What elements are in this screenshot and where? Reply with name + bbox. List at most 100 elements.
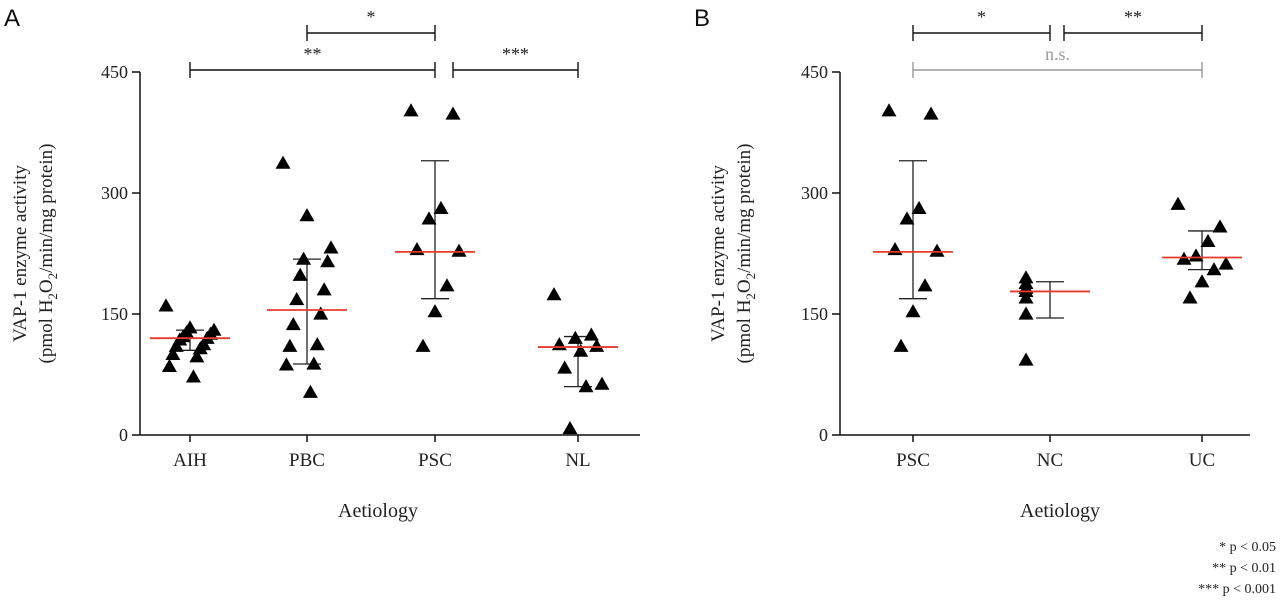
legend-entry: *** p < 0.001 <box>1198 582 1276 597</box>
y-tick-label: 300 <box>101 183 128 203</box>
data-point <box>275 155 291 169</box>
panel-b: B 0 150 300 450 PSC NC UC Aetiology VAP-1 enzyme … <box>694 5 1250 522</box>
x-tick-label: PBC <box>289 450 325 471</box>
panel-label: B <box>694 5 710 32</box>
data-point <box>313 306 329 320</box>
group-nl <box>538 287 618 435</box>
data-point <box>282 338 298 352</box>
significance-label: n.s. <box>1045 44 1070 64</box>
data-point <box>881 103 897 117</box>
significance-label: ** <box>304 44 322 64</box>
x-tick-label: UC <box>1189 450 1215 471</box>
data-point <box>1188 248 1204 262</box>
y-axis-label-part: (pmol H <box>36 299 57 363</box>
data-point <box>296 251 312 265</box>
data-point <box>573 343 589 357</box>
data-point <box>583 327 599 341</box>
panel-label: A <box>4 5 20 32</box>
p-value-legend: * p < 0.05 ** p < 0.01 *** p < 0.001 <box>1198 540 1276 597</box>
data-point <box>158 298 174 312</box>
group-uc <box>1162 196 1242 304</box>
data-point <box>427 304 443 318</box>
x-tick-label: PSC <box>896 450 930 471</box>
y-axis-label-line1: VAP-1 enzyme activity <box>708 165 729 342</box>
data-point <box>439 278 455 292</box>
data-point <box>433 200 449 214</box>
significance-bracket: * <box>306 7 436 41</box>
y-tick-label: 150 <box>101 304 128 324</box>
data-point <box>161 358 177 373</box>
data-point <box>323 240 339 254</box>
data-point <box>557 360 573 374</box>
data-point <box>185 369 201 383</box>
y-axis-label-subscript: 2 <box>743 273 758 280</box>
x-axis-label: Aetiology <box>1020 500 1100 522</box>
significance-bracket: *** <box>452 44 579 78</box>
data-point <box>302 384 318 398</box>
y-tick-label: 450 <box>801 62 828 82</box>
x-axis-label: Aetiology <box>338 500 418 522</box>
data-point <box>299 208 315 222</box>
y-axis-label-line1: VAP-1 enzyme activity <box>10 165 31 342</box>
group-psc <box>395 103 475 352</box>
data-point <box>409 241 425 256</box>
data-point <box>578 379 594 393</box>
y-axis-label-line2: (pmol H2O2/min/mg protein) <box>734 144 758 364</box>
data-point <box>285 316 301 331</box>
x-tick-label: PSC <box>418 450 452 471</box>
data-point <box>415 338 431 352</box>
y-axis-label-part: O <box>36 279 57 293</box>
data-point <box>309 337 325 351</box>
x-tick-label: AIH <box>173 450 207 471</box>
significance-bracket: ** <box>189 44 436 78</box>
data-point <box>893 338 909 352</box>
significance-bracket: * <box>912 7 1051 41</box>
y-axis-label-subscript: 2 <box>743 293 758 300</box>
data-point <box>929 243 945 257</box>
data-point <box>911 200 927 214</box>
significance-label: * <box>367 7 376 27</box>
data-point <box>567 330 583 344</box>
data-point <box>899 211 915 225</box>
data-point <box>923 106 939 120</box>
data-point <box>551 337 567 351</box>
data-point <box>403 103 419 117</box>
y-axis-label-line2: (pmol H2O2/min/mg protein) <box>36 144 60 364</box>
significance-label: ** <box>1124 7 1142 27</box>
y-axis-label-subscript: 2 <box>45 273 60 280</box>
data-point <box>289 291 305 306</box>
group-pbc <box>267 155 347 398</box>
y-axis-label-part: /min/mg protein) <box>734 144 755 273</box>
data-point <box>316 282 332 296</box>
y-tick-label: 0 <box>119 425 128 445</box>
significance-label: *** <box>502 44 529 64</box>
data-point <box>292 267 308 281</box>
panel-a: A 0 150 300 450 AIH PBC PSC NL Aetiology VAP-1 enz… <box>4 5 640 522</box>
data-point <box>320 254 336 268</box>
group-aih <box>150 298 230 383</box>
data-point <box>594 376 610 390</box>
data-point <box>917 278 933 292</box>
y-axis-label-subscript: 2 <box>45 293 60 300</box>
y-axis-label-part: O <box>734 279 755 293</box>
data-point <box>1206 262 1222 276</box>
data-point <box>1194 274 1210 288</box>
data-point <box>1018 290 1034 304</box>
data-point <box>189 349 205 363</box>
data-point <box>421 211 437 225</box>
data-point <box>1218 256 1234 270</box>
data-point <box>1182 290 1198 304</box>
data-point <box>887 241 903 256</box>
x-tick-label: NC <box>1037 450 1063 471</box>
y-tick-label: 450 <box>101 62 128 82</box>
y-tick-label: 0 <box>819 425 828 445</box>
y-axis-label-part: (pmol H <box>734 299 755 363</box>
x-tick-label: NL <box>565 450 590 471</box>
data-point <box>306 356 322 370</box>
significance-bracket: n.s. <box>912 44 1203 78</box>
data-point <box>1170 196 1186 210</box>
data-point <box>165 346 181 360</box>
y-tick-label: 300 <box>801 183 828 203</box>
y-tick-label: 150 <box>801 304 828 324</box>
